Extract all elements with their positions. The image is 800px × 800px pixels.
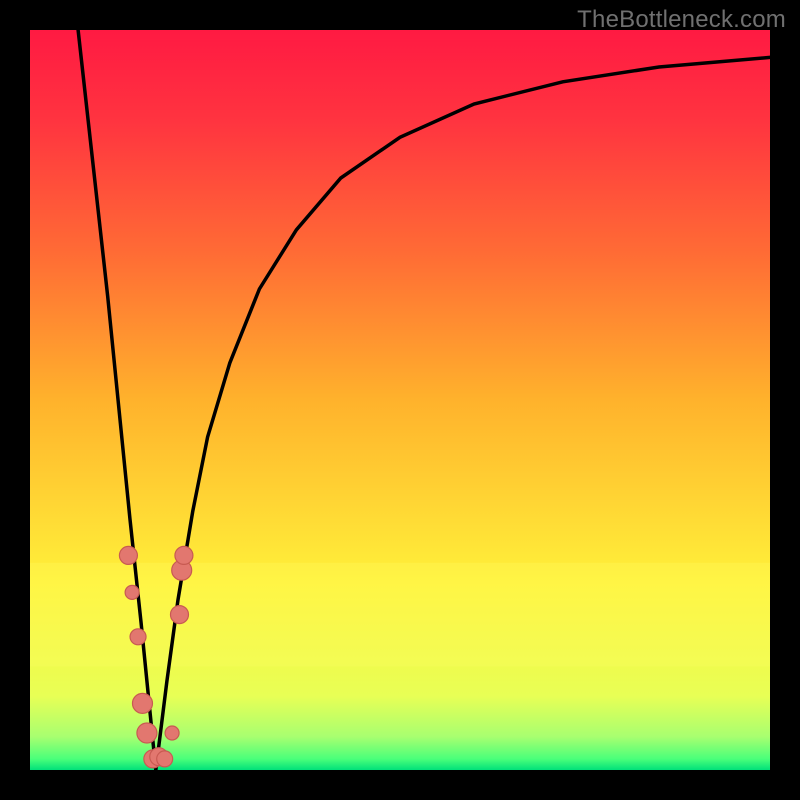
- data-marker: [170, 606, 188, 624]
- data-marker: [175, 546, 193, 564]
- data-marker: [130, 629, 146, 645]
- data-marker: [157, 751, 173, 767]
- data-marker: [165, 726, 179, 740]
- data-marker: [119, 546, 137, 564]
- data-marker: [132, 693, 152, 713]
- data-marker: [125, 585, 139, 599]
- chart-root: TheBottleneck.com: [0, 0, 800, 800]
- watermark-text: TheBottleneck.com: [577, 6, 786, 34]
- chart-svg: [0, 0, 800, 800]
- data-marker: [137, 723, 157, 743]
